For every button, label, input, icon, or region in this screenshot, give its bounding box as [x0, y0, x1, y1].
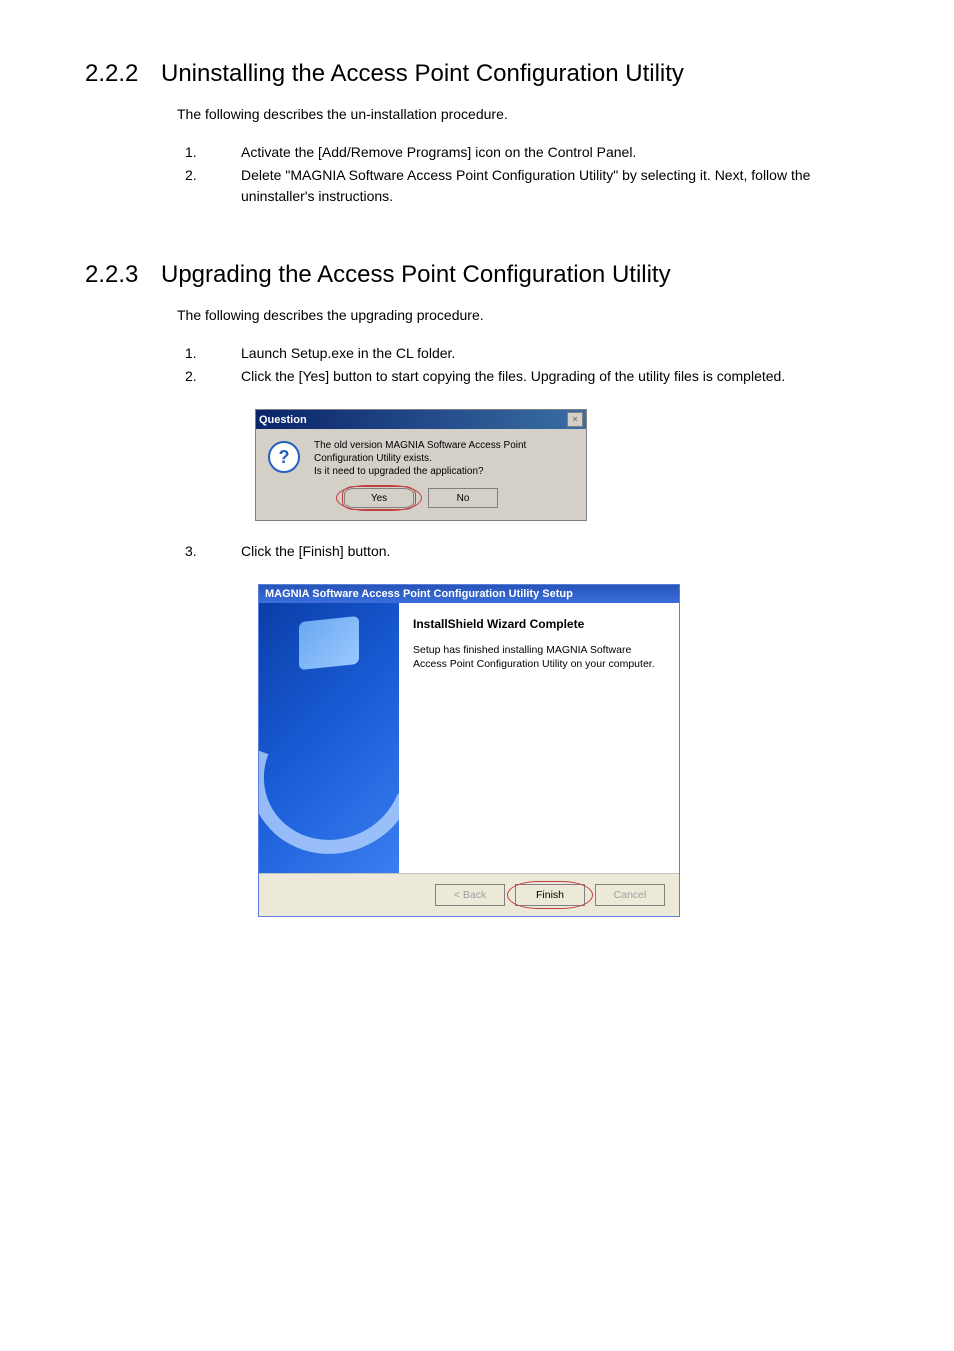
section-title: Uninstalling the Access Point Configurat…: [161, 60, 684, 88]
upgrade-steps-b: 3. Click the [Finish] button.: [185, 541, 869, 562]
cancel-button: Cancel: [595, 884, 665, 906]
step-number: 2.: [185, 366, 241, 387]
section-number: 2.2.3: [85, 261, 161, 289]
finish-button[interactable]: Finish: [515, 884, 585, 906]
question-dialog: Question × ? The old version MAGNIA Soft…: [255, 409, 587, 521]
setup-description: Setup has finished installing MAGNIA Sof…: [413, 643, 663, 671]
step-number: 1.: [185, 142, 241, 163]
list-item: 1. Activate the [Add/Remove Programs] ic…: [185, 142, 869, 163]
setup-button-row: < Back Finish Cancel: [259, 873, 679, 916]
list-item: 1. Launch Setup.exe in the CL folder.: [185, 343, 869, 364]
question-message-line2: Is it need to upgraded the application?: [314, 466, 484, 477]
setup-content: InstallShield Wizard Complete Setup has …: [399, 603, 679, 873]
list-item: 2. Delete "MAGNIA Software Access Point …: [185, 165, 869, 207]
list-item: 3. Click the [Finish] button.: [185, 541, 869, 562]
section-heading-upgrade: 2.2.3 Upgrading the Access Point Configu…: [85, 261, 869, 289]
step-text: Click the [Yes] button to start copying …: [241, 366, 869, 387]
section-title: Upgrading the Access Point Configuration…: [161, 261, 671, 289]
yes-button[interactable]: Yes: [344, 488, 414, 508]
setup-side-graphic: [259, 603, 399, 873]
step-number: 1.: [185, 343, 241, 364]
question-mark-icon: ?: [268, 441, 300, 473]
back-button: < Back: [435, 884, 505, 906]
section-number: 2.2.2: [85, 60, 161, 88]
setup-heading: InstallShield Wizard Complete: [413, 617, 663, 631]
step-text: Launch Setup.exe in the CL folder.: [241, 343, 869, 364]
question-message: The old version MAGNIA Software Access P…: [314, 439, 574, 478]
uninstall-steps: 1. Activate the [Add/Remove Programs] ic…: [185, 142, 869, 207]
step-text: Delete "MAGNIA Software Access Point Con…: [241, 165, 869, 207]
highlight-oval: Finish: [515, 884, 585, 906]
no-button[interactable]: No: [428, 488, 498, 508]
close-icon[interactable]: ×: [567, 412, 583, 427]
question-titlebar: Question ×: [256, 410, 586, 429]
setup-main: InstallShield Wizard Complete Setup has …: [259, 603, 679, 873]
question-button-row: Yes No: [256, 486, 586, 520]
installer-box-icon: [299, 616, 359, 670]
question-body: ? The old version MAGNIA Software Access…: [256, 429, 586, 486]
question-title: Question: [259, 414, 307, 426]
setup-dialog: MAGNIA Software Access Point Configurati…: [258, 584, 680, 917]
section-heading-uninstall: 2.2.2 Uninstalling the Access Point Conf…: [85, 60, 869, 88]
section-intro: The following describes the un-installat…: [177, 106, 869, 122]
upgrade-steps-a: 1. Launch Setup.exe in the CL folder. 2.…: [185, 343, 869, 387]
step-text: Click the [Finish] button.: [241, 541, 869, 562]
section-intro: The following describes the upgrading pr…: [177, 307, 869, 323]
question-message-line1: The old version MAGNIA Software Access P…: [314, 440, 526, 464]
highlight-oval: Yes: [344, 488, 414, 508]
step-text: Activate the [Add/Remove Programs] icon …: [241, 142, 869, 163]
list-item: 2. Click the [Yes] button to start copyi…: [185, 366, 869, 387]
step-number: 2.: [185, 165, 241, 207]
step-number: 3.: [185, 541, 241, 562]
installer-swoosh-icon: [259, 667, 399, 873]
setup-titlebar: MAGNIA Software Access Point Configurati…: [259, 585, 679, 603]
